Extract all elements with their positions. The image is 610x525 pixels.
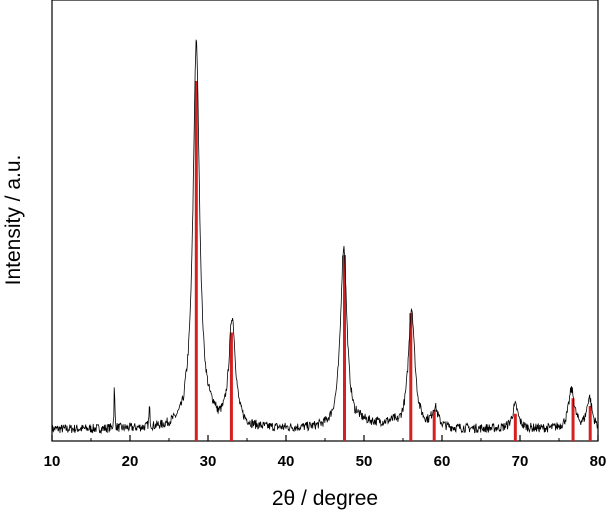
x-tick-label: 30 <box>200 453 217 470</box>
x-axis-label: 2θ / degree <box>272 487 378 510</box>
x-tick-label: 10 <box>44 453 61 470</box>
pattern-line <box>51 39 599 435</box>
reference-lines <box>194 80 592 441</box>
x-tick-label: 40 <box>278 453 295 470</box>
y-axis-label: Intensity / a.u. <box>2 155 25 286</box>
x-axis-ticks: 10 20 30 40 50 60 70 80 <box>44 435 607 470</box>
x-tick-label: 80 <box>590 453 607 470</box>
x-tick-label: 70 <box>512 453 529 470</box>
plot-frame <box>51 0 599 442</box>
x-tick-label: 20 <box>122 453 139 470</box>
x-tick-label: 50 <box>356 453 373 470</box>
x-tick-label: 60 <box>434 453 451 470</box>
